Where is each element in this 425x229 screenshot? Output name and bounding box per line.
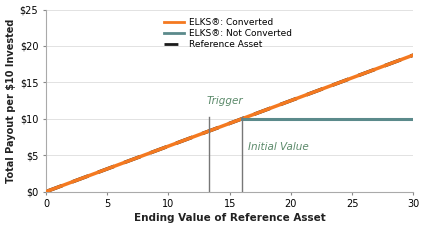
Text: Trigger: Trigger	[207, 96, 244, 106]
Y-axis label: Total Payout per $10 Invested: Total Payout per $10 Invested	[6, 18, 16, 183]
Text: Initial Value: Initial Value	[248, 142, 309, 152]
X-axis label: Ending Value of Reference Asset: Ending Value of Reference Asset	[134, 213, 326, 224]
Legend: ELKS®: Converted, ELKS®: Not Converted, Reference Asset: ELKS®: Converted, ELKS®: Not Converted, …	[161, 14, 295, 53]
